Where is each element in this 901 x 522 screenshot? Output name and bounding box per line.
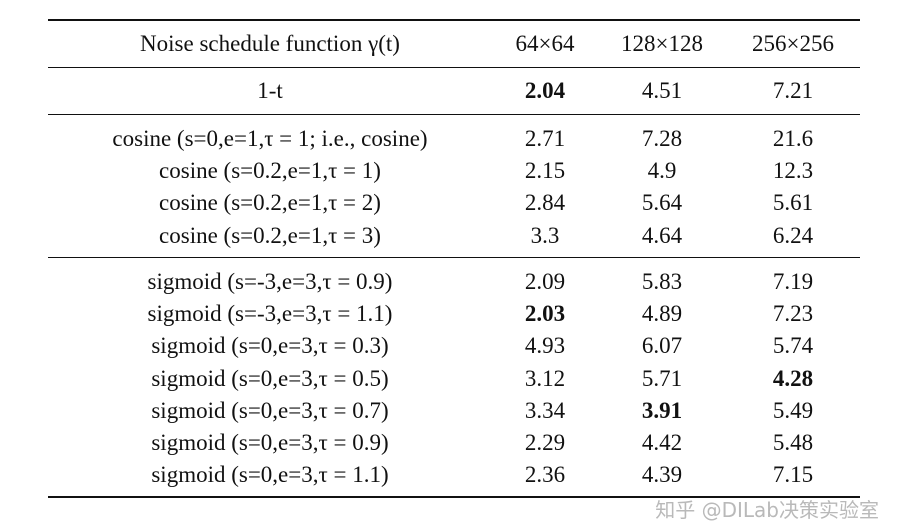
cell-128: 4.42 (641, 430, 683, 455)
cell-function: cosine (s=0.2,e=1,τ = 1) (159, 158, 381, 184)
cell-256: 5.49 (772, 397, 814, 423)
cell-function: sigmoid (s=0,e=3,τ = 0.7) (151, 397, 389, 423)
table-row: cosine (s=0.2,e=1,τ = 2) 2.84 5.64 5.61 (48, 187, 860, 219)
cell-128: 6.07 (641, 333, 683, 359)
cell-128: 5.71 (641, 365, 683, 391)
cell-256: 5.48 (772, 430, 814, 455)
header-64: 64×64 (515, 31, 575, 56)
table-row: cosine (s=0.2,e=1,τ = 1) 2.15 4.9 12.3 (48, 155, 860, 187)
cell-function: sigmoid (s=-3,e=3,τ = 0.9) (147, 269, 393, 294)
cell-function: cosine (s=0,e=1,τ = 1; i.e., cosine) (112, 126, 428, 151)
cell-128: 5.64 (641, 190, 683, 216)
cell-128: 4.39 (641, 462, 683, 488)
cell-64: 2.09 (524, 269, 566, 294)
group-rule (48, 257, 860, 258)
header-rule (48, 67, 860, 68)
cell-256: 5.74 (772, 333, 814, 359)
table-row: sigmoid (s=-3,e=3,τ = 1.1) 2.03 4.89 7.23 (48, 298, 860, 330)
cell-256: 5.61 (772, 190, 814, 216)
header-256: 256×256 (752, 31, 834, 56)
cell-function: 1-t (257, 78, 283, 103)
cell-function: sigmoid (s=0,e=3,τ = 0.9) (151, 430, 389, 455)
cell-128: 4.51 (641, 78, 683, 103)
cell-64: 3.3 (530, 222, 560, 248)
header-row: Noise schedule function γ(t) 64×64 128×1… (48, 28, 860, 60)
top-rule (48, 19, 860, 21)
cell-64: 2.04 (524, 78, 566, 103)
cell-function: sigmoid (s=0,e=3,τ = 0.5) (151, 365, 389, 391)
table-row: sigmoid (s=0,e=3,τ = 0.9) 2.29 4.42 5.48 (48, 427, 860, 459)
cell-256: 7.15 (772, 462, 814, 488)
cell-64: 2.29 (524, 430, 566, 455)
cell-256: 7.23 (772, 301, 814, 327)
table-row: cosine (s=0.2,e=1,τ = 3) 3.3 4.64 6.24 (48, 220, 860, 252)
table-row: sigmoid (s=-3,e=3,τ = 0.9) 2.09 5.83 7.19 (48, 266, 860, 298)
cell-64: 4.93 (524, 333, 566, 359)
cell-256: 21.6 (772, 126, 814, 151)
cell-64: 2.15 (524, 158, 566, 184)
cell-function: cosine (s=0.2,e=1,τ = 3) (159, 222, 381, 248)
cell-256: 6.24 (772, 222, 814, 248)
cell-64: 3.12 (524, 365, 566, 391)
cell-128: 5.83 (641, 269, 683, 294)
table-row: sigmoid (s=0,e=3,τ = 0.7) 3.34 3.91 5.49 (48, 395, 860, 427)
cell-function: sigmoid (s=0,e=3,τ = 0.3) (151, 333, 389, 359)
table-row: sigmoid (s=0,e=3,τ = 0.3) 4.93 6.07 5.74 (48, 330, 860, 362)
bottom-rule (48, 496, 860, 498)
table-row: sigmoid (s=0,e=3,τ = 1.1) 2.36 4.39 7.15 (48, 459, 860, 491)
table-row: 1-t 2.04 4.51 7.21 (48, 75, 860, 107)
cell-128: 4.89 (641, 301, 683, 327)
cell-64: 2.36 (524, 462, 566, 488)
table-row: cosine (s=0,e=1,τ = 1; i.e., cosine) 2.71… (48, 123, 860, 155)
cell-function: sigmoid (s=-3,e=3,τ = 1.1) (147, 301, 393, 327)
header-function: Noise schedule function γ(t) (48, 28, 492, 60)
cell-function: sigmoid (s=0,e=3,τ = 1.1) (151, 462, 389, 488)
cell-128: 3.91 (641, 397, 683, 423)
cell-128: 4.64 (641, 222, 683, 248)
cell-function: cosine (s=0.2,e=1,τ = 2) (159, 190, 381, 216)
cell-256: 7.19 (772, 269, 814, 294)
cell-256: 7.21 (772, 78, 814, 103)
group-rule (48, 114, 860, 115)
header-function-text: Noise schedule function γ(t) (140, 31, 400, 56)
cell-128: 4.9 (647, 158, 677, 184)
cell-64: 2.71 (524, 126, 566, 151)
cell-128: 7.28 (641, 126, 683, 151)
cell-64: 2.03 (524, 301, 566, 327)
header-128: 128×128 (621, 31, 703, 56)
cell-256: 12.3 (772, 158, 814, 184)
table-row: sigmoid (s=0,e=3,τ = 0.5) 3.12 5.71 4.28 (48, 363, 860, 395)
cell-64: 3.34 (524, 397, 566, 423)
cell-64: 2.84 (524, 190, 566, 216)
watermark-logo: 知乎 @DILab决策实验室 (655, 498, 879, 522)
cell-256: 4.28 (772, 365, 814, 391)
